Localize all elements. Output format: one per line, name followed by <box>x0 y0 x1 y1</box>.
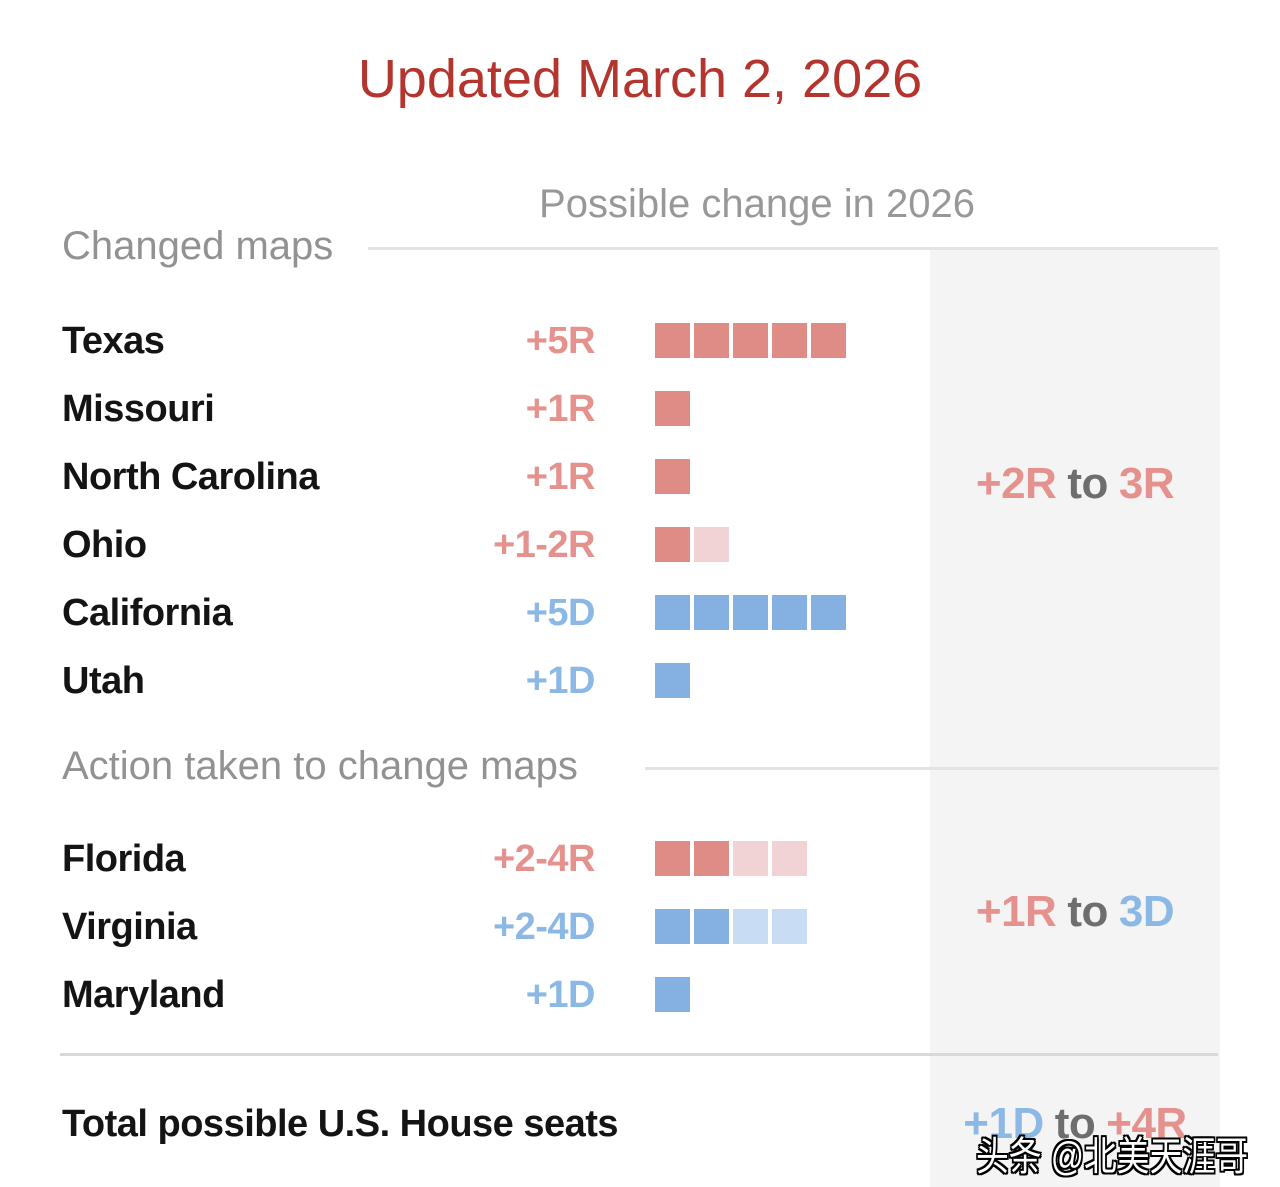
seat-square-democrat-possible <box>733 909 768 944</box>
seat-square-democrat <box>655 595 690 630</box>
seat-square-republican <box>733 323 768 358</box>
state-name: Maryland <box>62 974 225 1016</box>
state-row: Florida +2-4R <box>0 839 1280 879</box>
seat-squares <box>655 391 690 426</box>
seat-square-democrat <box>694 909 729 944</box>
seat-change-value: +2-4R <box>492 838 596 880</box>
state-row: Texas +5R <box>0 321 1280 361</box>
page-title: Updated March 2, 2026 <box>357 49 923 110</box>
section-label: Changed maps <box>62 224 334 268</box>
state-name: North Carolina <box>62 456 319 498</box>
seat-squares <box>655 841 807 876</box>
total-divider <box>60 1053 1218 1056</box>
seat-square-republican <box>655 527 690 562</box>
seat-squares <box>655 977 690 1012</box>
total-summary: +1D to +4R <box>930 1102 1220 1146</box>
summary-panel-background <box>930 249 1220 1187</box>
section-divider <box>645 767 1218 770</box>
summary-segment: +1R <box>975 887 1057 936</box>
state-name: Missouri <box>62 388 215 430</box>
state-name: Florida <box>62 838 186 880</box>
seat-square-republican <box>772 323 807 358</box>
state-row: Ohio +1-2R <box>0 525 1280 565</box>
seat-change-value: +1R <box>525 388 596 430</box>
seat-square-republican <box>655 459 690 494</box>
seat-square-republican <box>655 841 690 876</box>
seat-squares <box>655 663 690 698</box>
seat-square-democrat <box>694 595 729 630</box>
seat-square-republican <box>694 323 729 358</box>
state-name: California <box>62 592 233 634</box>
seat-squares <box>655 323 846 358</box>
seat-square-democrat <box>655 909 690 944</box>
seat-change-value: +2-4D <box>492 906 596 948</box>
seat-squares <box>655 527 729 562</box>
state-row: California +5D <box>0 593 1280 633</box>
summary-segment: to <box>1067 887 1108 936</box>
state-row: Virginia +2-4D <box>0 907 1280 947</box>
total-label: Total possible U.S. House seats <box>62 1103 619 1145</box>
seat-squares <box>655 459 690 494</box>
state-row: North Carolina +1R <box>0 457 1280 497</box>
seat-square-republican-possible <box>772 841 807 876</box>
seat-change-value: +1-2R <box>492 524 596 566</box>
state-name: Utah <box>62 660 145 702</box>
summary-segment: 3R <box>1118 459 1175 508</box>
seat-square-republican <box>655 391 690 426</box>
seat-change-value: +5R <box>525 320 596 362</box>
seat-squares <box>655 595 846 630</box>
seat-squares <box>655 909 807 944</box>
seat-change-value: +1D <box>525 660 596 702</box>
seat-square-democrat <box>655 663 690 698</box>
seat-square-democrat-possible <box>772 909 807 944</box>
state-row: Utah +1D <box>0 661 1280 701</box>
column-header: Possible change in 2026 <box>539 182 975 226</box>
state-name: Texas <box>62 320 165 362</box>
section-summary: +1R to 3D <box>930 888 1220 936</box>
seat-square-democrat <box>772 595 807 630</box>
state-name: Virginia <box>62 906 197 948</box>
section-divider <box>368 247 1218 250</box>
summary-segment: +1D <box>963 1099 1044 1148</box>
seat-square-democrat <box>733 595 768 630</box>
section-label: Action taken to change maps <box>62 744 578 788</box>
watermark: 头条 @北美天涯哥 <box>976 1135 1249 1179</box>
summary-segment: 3D <box>1118 887 1175 936</box>
seat-change-value: +1D <box>525 974 596 1016</box>
seat-change-value: +1R <box>525 456 596 498</box>
state-name: Ohio <box>62 524 147 566</box>
section-summary: +2R to 3R <box>930 460 1220 508</box>
seat-square-republican <box>811 323 846 358</box>
seat-change-value: +5D <box>525 592 596 634</box>
summary-segment: to <box>1067 459 1108 508</box>
summary-segment: to <box>1054 1099 1096 1148</box>
seat-square-republican-possible <box>733 841 768 876</box>
seat-square-democrat <box>655 977 690 1012</box>
summary-segment: +4R <box>1106 1099 1187 1148</box>
seat-square-republican-possible <box>694 527 729 562</box>
summary-segment: +2R <box>975 459 1057 508</box>
state-row: Missouri +1R <box>0 389 1280 429</box>
state-row: Maryland +1D <box>0 975 1280 1015</box>
seat-square-democrat <box>811 595 846 630</box>
seat-square-republican <box>694 841 729 876</box>
seat-square-republican <box>655 323 690 358</box>
